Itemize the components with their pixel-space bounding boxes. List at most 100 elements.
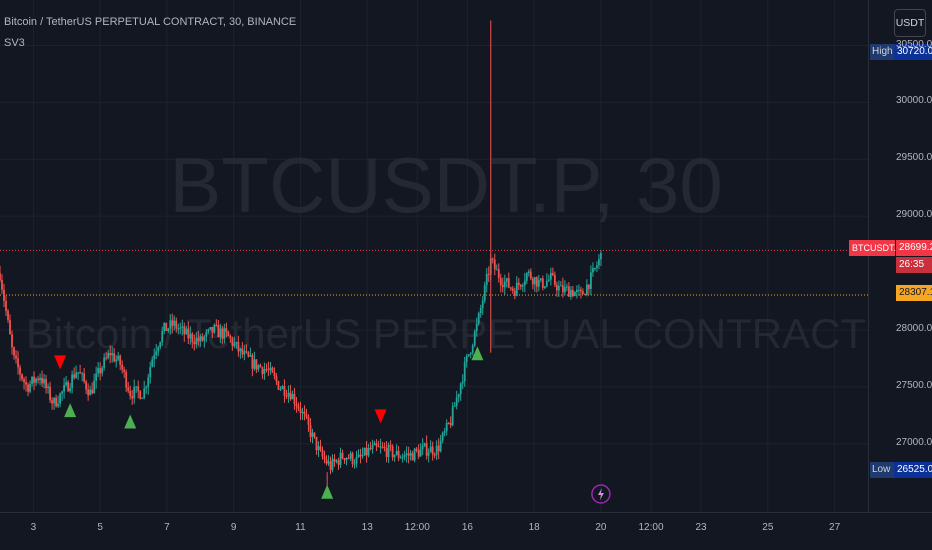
last-price-tag: 28699.2 [896, 240, 932, 256]
candle-body [139, 391, 142, 399]
candle-body [586, 284, 588, 295]
buy-signal-marker [124, 414, 137, 429]
candle-body [437, 445, 440, 452]
candle-body [341, 452, 344, 459]
candle-body [481, 300, 484, 308]
candle-body [69, 387, 72, 392]
candle-body [311, 432, 314, 437]
high-value: 30720.0 [894, 44, 932, 60]
candle-body [477, 313, 480, 324]
currency-button[interactable]: USDT [894, 9, 926, 37]
candle-body [559, 285, 562, 287]
candle-body [421, 445, 424, 450]
candle-body [27, 384, 29, 392]
candle-body [357, 454, 360, 458]
price-tick-label: 27500.0 [896, 379, 932, 391]
candle-body [594, 268, 596, 270]
date-tick-label: 5 [97, 522, 103, 533]
candle-body [265, 369, 268, 371]
candle-body [537, 280, 540, 287]
candle-body [133, 386, 136, 399]
candle-body [83, 373, 86, 382]
candle-body [555, 284, 558, 291]
candle-body [596, 265, 598, 269]
candle-body [395, 450, 398, 455]
candle-body [571, 289, 574, 296]
candle-body [217, 324, 220, 338]
date-tick-label: 11 [295, 522, 306, 533]
candle-body [219, 328, 222, 338]
candle-body [157, 347, 160, 352]
candle-body [127, 387, 130, 391]
candle-body [385, 447, 388, 458]
candle-body [519, 284, 522, 287]
candle-body [393, 454, 396, 458]
candle-body [213, 324, 216, 333]
candle-body [529, 271, 532, 279]
candle-body [333, 458, 336, 462]
candle-body [457, 394, 460, 398]
candle-body [485, 274, 488, 286]
candle-body [223, 328, 226, 339]
candle-body [103, 357, 106, 368]
candle-body [598, 259, 600, 266]
candle-body [337, 460, 340, 465]
candle-body [51, 400, 53, 404]
low-value: 26525.0 [894, 462, 932, 478]
candle-body [191, 333, 194, 342]
candle-body [23, 379, 25, 383]
candle-body [417, 450, 420, 457]
candle-body [263, 369, 266, 375]
candle-body [169, 320, 172, 329]
buy-signal-marker [64, 403, 77, 418]
candle-body [135, 386, 138, 388]
candle-body [565, 286, 568, 288]
lightning-bolt [597, 488, 604, 500]
candle-body [413, 448, 416, 461]
time-axis-separator [0, 512, 932, 513]
candle-body [471, 345, 474, 353]
candle-body [307, 416, 310, 425]
candle-body [47, 386, 49, 389]
indicator-label[interactable]: SV3 [4, 37, 25, 49]
candle-body [247, 352, 250, 357]
orange-price-tag: 28307.1 [896, 285, 932, 301]
candle-body [497, 269, 500, 279]
candle-body [345, 457, 348, 461]
candle-body [269, 367, 272, 370]
candle-body [361, 455, 364, 457]
candle-body [279, 388, 282, 390]
candle-body [55, 397, 57, 407]
candle-body [193, 341, 196, 345]
candle-body [287, 392, 290, 397]
candle-body [61, 391, 63, 394]
candle-body [429, 446, 432, 453]
candle-body [195, 337, 198, 345]
candle-body [85, 381, 88, 390]
candle-body [335, 460, 338, 462]
candle-body [563, 286, 566, 293]
candle-body [319, 446, 322, 451]
candle-body [99, 368, 102, 374]
candle-body [281, 386, 284, 389]
candle-body [171, 320, 174, 326]
lightning-icon [591, 484, 611, 504]
candle-body [365, 447, 368, 456]
last-symbol-tag: BTCUSDT.P [849, 240, 902, 256]
candle-body [35, 378, 37, 383]
candle-body [37, 378, 39, 381]
candle-body [347, 457, 350, 459]
candle-body [383, 446, 386, 448]
candle-body [439, 440, 442, 452]
candle-body [521, 285, 524, 287]
candle-body [343, 458, 346, 461]
candle-body [1, 279, 3, 290]
candle-body [59, 393, 61, 404]
candle-body [13, 347, 15, 356]
candle-body [583, 294, 586, 296]
candle-body [259, 365, 262, 368]
candle-body [569, 289, 572, 297]
candle-body [253, 359, 256, 369]
